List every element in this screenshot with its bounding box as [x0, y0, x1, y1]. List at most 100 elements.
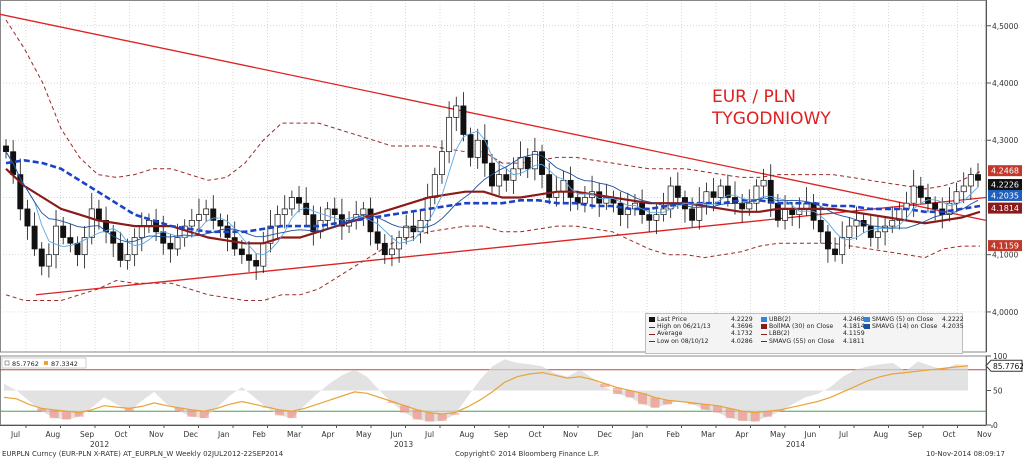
candle	[81, 226, 88, 269]
legend-item: UBB(2) 4.2468	[761, 316, 865, 323]
osc-label-box: 85.7762 87.3342	[1, 357, 87, 369]
legend-item: Low on 08/10/12 4.0286	[649, 337, 753, 345]
price-tag	[988, 189, 1022, 201]
candle	[817, 206, 824, 244]
price-tag-label: 4.2226	[991, 181, 1019, 190]
candle	[38, 242, 45, 276]
legend-item: BollMA (30) on Close 4.1814	[761, 323, 865, 330]
legend-value: 4.1159	[843, 330, 865, 338]
x-month-label: Sep	[908, 430, 922, 439]
legend-swatch	[761, 332, 767, 335]
candle	[417, 211, 424, 244]
x-month-label: Feb	[667, 430, 681, 439]
osc-label-1: 85.7762	[12, 360, 39, 368]
x-month-label: Nov	[563, 430, 578, 439]
x-year-label: 2014	[786, 440, 805, 449]
candle	[824, 224, 831, 263]
legend-swatch	[864, 316, 870, 322]
x-month-label: Jun	[804, 430, 817, 439]
candle	[524, 148, 531, 179]
legend-swatch	[864, 323, 870, 329]
legend-label: Low on 08/10/12	[657, 337, 709, 345]
footer-copyright: Copyright© 2014 Bloomberg Finance L.P.	[455, 450, 600, 458]
upper-bollinger-band	[5, 19, 981, 190]
candle	[196, 198, 202, 235]
x-month-label: Jul	[424, 430, 434, 439]
x-month-label: Apr	[322, 430, 336, 439]
price-tag	[988, 179, 1022, 191]
price-tag-label: 4.2035	[991, 191, 1019, 200]
x-month-label: Apr	[736, 430, 750, 439]
oscillator-area	[4, 359, 968, 422]
candle	[131, 228, 138, 267]
legend-swatch	[649, 339, 655, 343]
price-tag	[988, 165, 1022, 177]
x-month-label: Oct	[115, 430, 128, 439]
bollinger-ma-line	[5, 167, 981, 245]
chart-title: EUR / PLN	[712, 87, 796, 107]
price-tag-label: 4.1159	[991, 242, 1019, 251]
osc-y-tick-label: 50	[993, 387, 1003, 396]
x-month-label: Aug	[874, 430, 889, 439]
footer-security: EURPLN Curncy (EUR-PLN X-RATE) AT_EURPLN…	[2, 450, 284, 458]
candle	[975, 163, 981, 188]
candle	[210, 195, 217, 230]
x-month-label: Nov	[977, 430, 992, 439]
candle	[846, 216, 853, 249]
candle	[581, 186, 588, 213]
legend-item: SMAVG (5) on Close 4.2222	[864, 316, 964, 323]
candle	[925, 183, 931, 213]
x-month-label: Aug	[46, 430, 61, 439]
candle	[596, 182, 603, 217]
legend-label: High on 06/21/13	[657, 323, 711, 331]
candle	[531, 137, 538, 181]
x-month-label: Aug	[460, 430, 475, 439]
candle	[231, 221, 238, 256]
candle	[17, 158, 24, 221]
resistance-trendline	[0, 13, 987, 221]
x-month-label: Dec	[598, 430, 613, 439]
price-tag-label: 4.1814	[991, 204, 1019, 213]
candle	[960, 172, 967, 204]
candle	[453, 96, 460, 132]
legend-label: SMAVG (55) on Close	[769, 337, 835, 345]
candle	[439, 140, 445, 184]
candle	[217, 213, 224, 238]
legend-item: SMAVG (14) on Close 4.2035	[864, 323, 964, 331]
candle	[24, 199, 31, 240]
x-month-label: Sep	[494, 430, 508, 439]
legend-label: SMAVG (14) on Close	[872, 323, 938, 331]
chart-legend: Last Price 4.2229 UBB(2) 4.2468 SMAVG (5) on…	[645, 313, 964, 354]
legend-value: 4.1732	[731, 330, 753, 338]
x-month-label: Oct	[529, 430, 542, 439]
legend-item: Last Price 4.2229	[649, 316, 753, 323]
candle	[410, 210, 417, 241]
candle	[753, 179, 760, 213]
x-year-label: 2012	[90, 440, 109, 449]
legend-swatch	[761, 339, 767, 343]
price-tag	[988, 240, 1022, 252]
candle	[539, 144, 545, 189]
candle	[3, 139, 9, 159]
legend-item: SMAVG (55) on Close 4.1811	[761, 337, 865, 345]
legend-label: LBB(2)	[769, 330, 790, 338]
legend-value: 4.1811	[843, 337, 865, 345]
candle	[646, 207, 653, 232]
x-year-label: 2013	[394, 440, 413, 449]
sma55-line	[5, 158, 981, 234]
candle	[760, 168, 767, 198]
candle	[467, 127, 474, 167]
legend-value: 4.3696	[731, 323, 753, 331]
price-tag	[988, 202, 1022, 214]
legend-item: High on 06/21/13 4.3696	[649, 323, 753, 331]
x-month-label: Jul	[10, 430, 20, 439]
candle	[253, 253, 260, 280]
candle	[874, 215, 881, 249]
candle	[124, 238, 131, 270]
x-month-label: Nov	[149, 430, 164, 439]
y-tick-label: 4,0000	[992, 308, 1018, 317]
candle	[31, 212, 38, 256]
legend-value: 4.2468	[843, 316, 865, 323]
osc-y-tick-label: 0	[993, 421, 998, 430]
x-month-label: Oct	[943, 430, 956, 439]
